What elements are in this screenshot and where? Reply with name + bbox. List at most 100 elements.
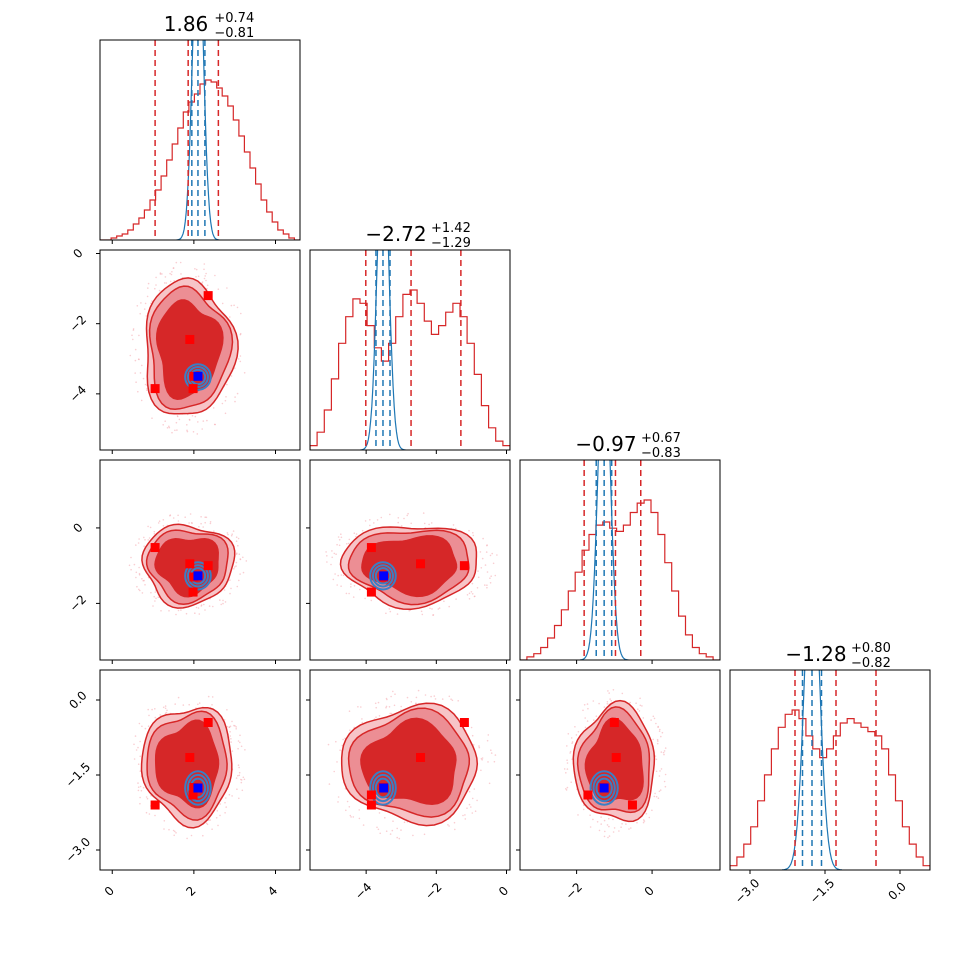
sample-point	[389, 833, 392, 835]
sample-point	[139, 740, 141, 743]
sample-point	[175, 832, 177, 834]
sample-point	[139, 755, 141, 758]
sample-point	[235, 777, 238, 779]
sample-point	[174, 703, 176, 705]
sample-point	[369, 519, 371, 521]
sample-point	[487, 761, 489, 763]
sample-point	[242, 571, 245, 574]
sample-point	[243, 778, 246, 781]
sample-point	[233, 566, 236, 568]
sample-point	[361, 529, 364, 532]
sample-point	[237, 740, 240, 742]
sample-point	[209, 521, 212, 523]
sample-point	[230, 587, 232, 590]
sample-point	[613, 827, 616, 829]
sample-point	[584, 726, 587, 729]
sample-point	[658, 775, 661, 777]
sample-point	[377, 828, 380, 831]
sample-point	[165, 711, 168, 714]
sample-point	[176, 415, 179, 417]
mode-marker	[185, 559, 195, 569]
sample-point	[378, 812, 381, 814]
sample-point	[374, 702, 377, 705]
sample-point	[650, 719, 652, 721]
sample-point	[656, 738, 659, 741]
hist-panel-2: −0.97 +0.67−0.83	[519, 431, 721, 661]
sample-point	[659, 728, 661, 731]
sample-point	[208, 605, 211, 607]
sample-point	[431, 608, 433, 610]
sample-point	[493, 760, 496, 763]
sample-point	[448, 825, 450, 827]
sample-point	[470, 806, 472, 808]
sample-point	[600, 823, 602, 825]
sample-point	[143, 536, 145, 539]
sample-point	[466, 594, 469, 596]
sample-point	[152, 605, 154, 607]
sample-point	[237, 747, 239, 750]
x-tick-label: −3.0	[732, 876, 763, 907]
sample-point	[173, 834, 175, 837]
sample-point	[194, 612, 196, 614]
sample-point	[486, 586, 488, 589]
sample-point	[462, 814, 464, 817]
sample-point	[238, 774, 241, 777]
sample-point	[481, 757, 484, 759]
sample-point	[135, 381, 137, 384]
sample-point	[350, 583, 352, 585]
sample-point	[236, 552, 238, 554]
sample-point	[398, 837, 401, 840]
sample-point	[135, 544, 137, 546]
sample-point	[209, 522, 212, 525]
sample-point	[348, 592, 350, 595]
sample-point	[162, 706, 165, 709]
sample-point	[353, 532, 356, 534]
broad-histogram	[520, 499, 720, 660]
sample-point	[186, 837, 188, 840]
mode-marker	[611, 753, 621, 762]
y-tick-label: −2	[67, 592, 89, 614]
sample-point	[645, 812, 648, 815]
sample-point	[385, 705, 388, 708]
sample-point	[137, 786, 140, 788]
sample-point	[233, 367, 236, 370]
sample-point	[207, 695, 210, 698]
sample-point	[164, 276, 167, 278]
narrow-contour	[592, 773, 616, 803]
sample-point	[178, 418, 181, 421]
sample-point	[237, 537, 240, 540]
sample-point	[484, 584, 486, 586]
sample-point	[582, 709, 584, 712]
sample-point	[174, 830, 176, 833]
sample-point	[491, 552, 494, 555]
sample-point	[603, 835, 606, 838]
narrow-contour	[184, 561, 212, 591]
sample-point	[135, 749, 138, 751]
sample-point	[202, 834, 204, 837]
sample-point	[238, 797, 240, 800]
sample-point	[443, 600, 445, 603]
sample-point	[188, 522, 190, 524]
sample-point	[234, 396, 236, 398]
sample-point	[231, 795, 233, 797]
sample-point	[224, 412, 227, 415]
sample-point	[494, 754, 497, 756]
sample-point	[396, 827, 399, 830]
sample-point	[490, 752, 493, 754]
narrow-contour	[374, 567, 392, 585]
sample-point	[133, 743, 135, 746]
sample-point	[651, 809, 653, 812]
sample-point	[369, 524, 371, 527]
sample-point	[154, 600, 156, 602]
sample-point	[198, 702, 201, 704]
sample-point	[480, 567, 483, 569]
y-tick-label: 0	[70, 246, 85, 261]
sample-point	[468, 592, 471, 595]
panel-frame	[729, 669, 931, 871]
sample-point	[198, 526, 200, 528]
narrow-contour	[595, 777, 613, 799]
sample-point	[163, 282, 166, 284]
sample-point	[240, 778, 242, 781]
sample-point	[336, 761, 338, 763]
sample-point	[139, 770, 142, 772]
